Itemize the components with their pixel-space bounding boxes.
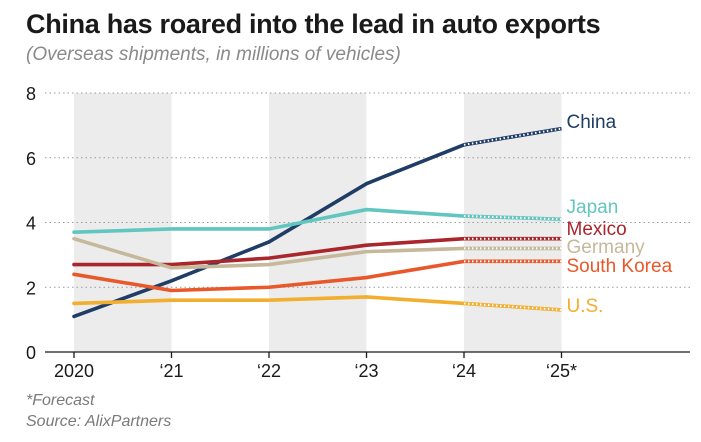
x-tick-label: ‘25*	[546, 361, 577, 381]
series-label: Mexico	[567, 219, 627, 240]
source-note: Source: AlixPartners	[26, 413, 172, 430]
series-label: Japan	[567, 197, 619, 218]
y-tick-label: 8	[26, 84, 36, 104]
chart-subtitle: (Overseas shipments, in millions of vehi…	[26, 44, 401, 65]
series-label: South Korea	[567, 256, 673, 277]
series-line	[72, 236, 466, 267]
year-band	[269, 93, 367, 352]
series-line	[72, 295, 466, 306]
series-label: Germany	[567, 237, 646, 258]
series-forecast-dots	[463, 215, 562, 221]
y-tick-label: 6	[26, 149, 36, 169]
chart-title: China has roared into the lead in auto e…	[26, 9, 601, 39]
x-tick-label: ‘23	[354, 361, 378, 381]
y-tick-label: 0	[26, 343, 36, 363]
series-forecast-dots	[463, 127, 562, 146]
series-forecast-dots	[463, 302, 562, 311]
x-tick-label: ‘24	[452, 361, 476, 381]
series-line	[72, 236, 466, 270]
y-tick-label: 4	[26, 214, 36, 234]
series-label: China	[567, 112, 617, 133]
series-line	[72, 143, 466, 319]
y-tick-label: 2	[26, 278, 36, 298]
series-label: U.S.	[567, 296, 604, 317]
x-tick-label: ‘22	[257, 361, 281, 381]
x-tick-label: ‘21	[159, 361, 183, 381]
forecast-footnote: *Forecast	[26, 392, 95, 409]
series-line	[72, 207, 466, 235]
x-tick-label: 2020	[54, 361, 94, 381]
series-line	[72, 259, 466, 293]
